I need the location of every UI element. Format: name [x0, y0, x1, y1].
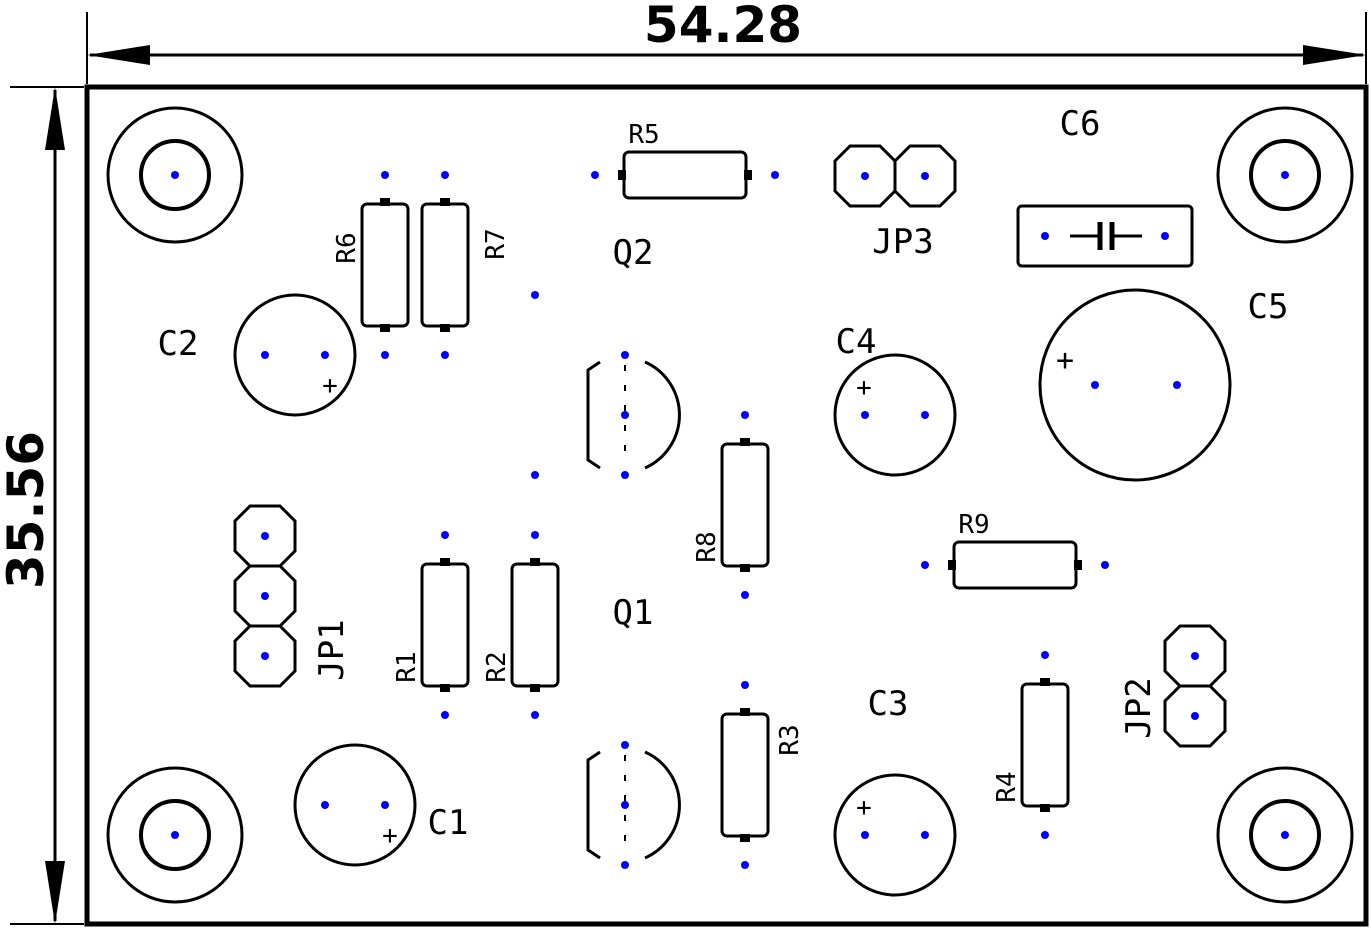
- c5-plus-mark: +: [1056, 343, 1074, 378]
- resistor-r7: R7: [420, 171, 511, 359]
- capacitor-c5: + C5: [1038, 287, 1289, 482]
- arrow-right-icon: [1303, 45, 1366, 65]
- c5-label: C5: [1248, 287, 1289, 327]
- resistor-r2: R2: [482, 531, 560, 719]
- r9-label: R9: [958, 510, 989, 540]
- c2-label: C2: [158, 324, 199, 364]
- capacitor-c4: + C4: [833, 322, 957, 477]
- board-outline: [84, 84, 1369, 927]
- resistor-r4: R4: [992, 651, 1070, 839]
- q2-label: Q2: [613, 233, 654, 273]
- r2-label: R2: [482, 651, 512, 682]
- r3-label: R3: [775, 724, 805, 755]
- c3-label: C3: [868, 684, 909, 724]
- q1-label: Q1: [613, 593, 654, 633]
- r5-label: R5: [628, 120, 659, 150]
- width-dimension-label: 54.28: [644, 0, 802, 54]
- c2-plus-mark: +: [322, 371, 338, 401]
- r4-label: R4: [992, 771, 1022, 802]
- resistor-r9: R9: [921, 510, 1109, 590]
- resistor-r3: R3: [720, 681, 805, 869]
- c6-label: C6: [1060, 104, 1101, 144]
- capacitor-c6: C6: [1016, 104, 1194, 268]
- arrow-down-icon: [45, 861, 65, 924]
- c1-label: C1: [428, 803, 469, 843]
- capacitor-c2: + C2: [158, 293, 357, 417]
- capacitor-c1: + C1: [293, 743, 469, 867]
- mounting-hole-top-right: [1216, 106, 1354, 244]
- jumper-jp3: JP3: [833, 144, 957, 262]
- c3-plus-mark: +: [856, 793, 872, 823]
- jumper-jp2: JP2: [1119, 624, 1227, 748]
- transistor-q1: Q1: [586, 593, 681, 869]
- dimension-width: 54.28: [86, 0, 1367, 84]
- r1-label: R1: [392, 651, 422, 682]
- resistor-r8: R8: [692, 411, 770, 599]
- jumper-jp1: JP1: [233, 504, 352, 688]
- jp3-label: JP3: [872, 222, 933, 262]
- c1-plus-mark: +: [382, 821, 398, 851]
- c4-plus-mark: +: [856, 373, 872, 403]
- height-dimension-label: 35.56: [0, 431, 55, 589]
- resistor-r1: R1: [392, 531, 470, 719]
- arrow-left-icon: [87, 45, 150, 65]
- mounting-hole-bottom-left: [106, 766, 244, 904]
- dimension-height: 35.56: [0, 86, 84, 925]
- mounting-hole-bottom-right: [1216, 766, 1354, 904]
- jp2-label: JP2: [1119, 677, 1159, 738]
- mounting-hole-top-left: [106, 106, 244, 244]
- c4-label: C4: [836, 322, 877, 362]
- resistor-r6: R6: [332, 171, 410, 359]
- arrow-up-icon: [45, 87, 65, 150]
- r8-label: R8: [692, 531, 722, 562]
- r6-label: R6: [332, 232, 362, 263]
- resistor-r5: R5: [591, 120, 779, 200]
- r7-label: R7: [481, 228, 511, 259]
- capacitor-c3: + C3: [833, 684, 957, 897]
- jp1-label: JP1: [312, 619, 352, 680]
- transistor-q2: Q2: [531, 233, 681, 479]
